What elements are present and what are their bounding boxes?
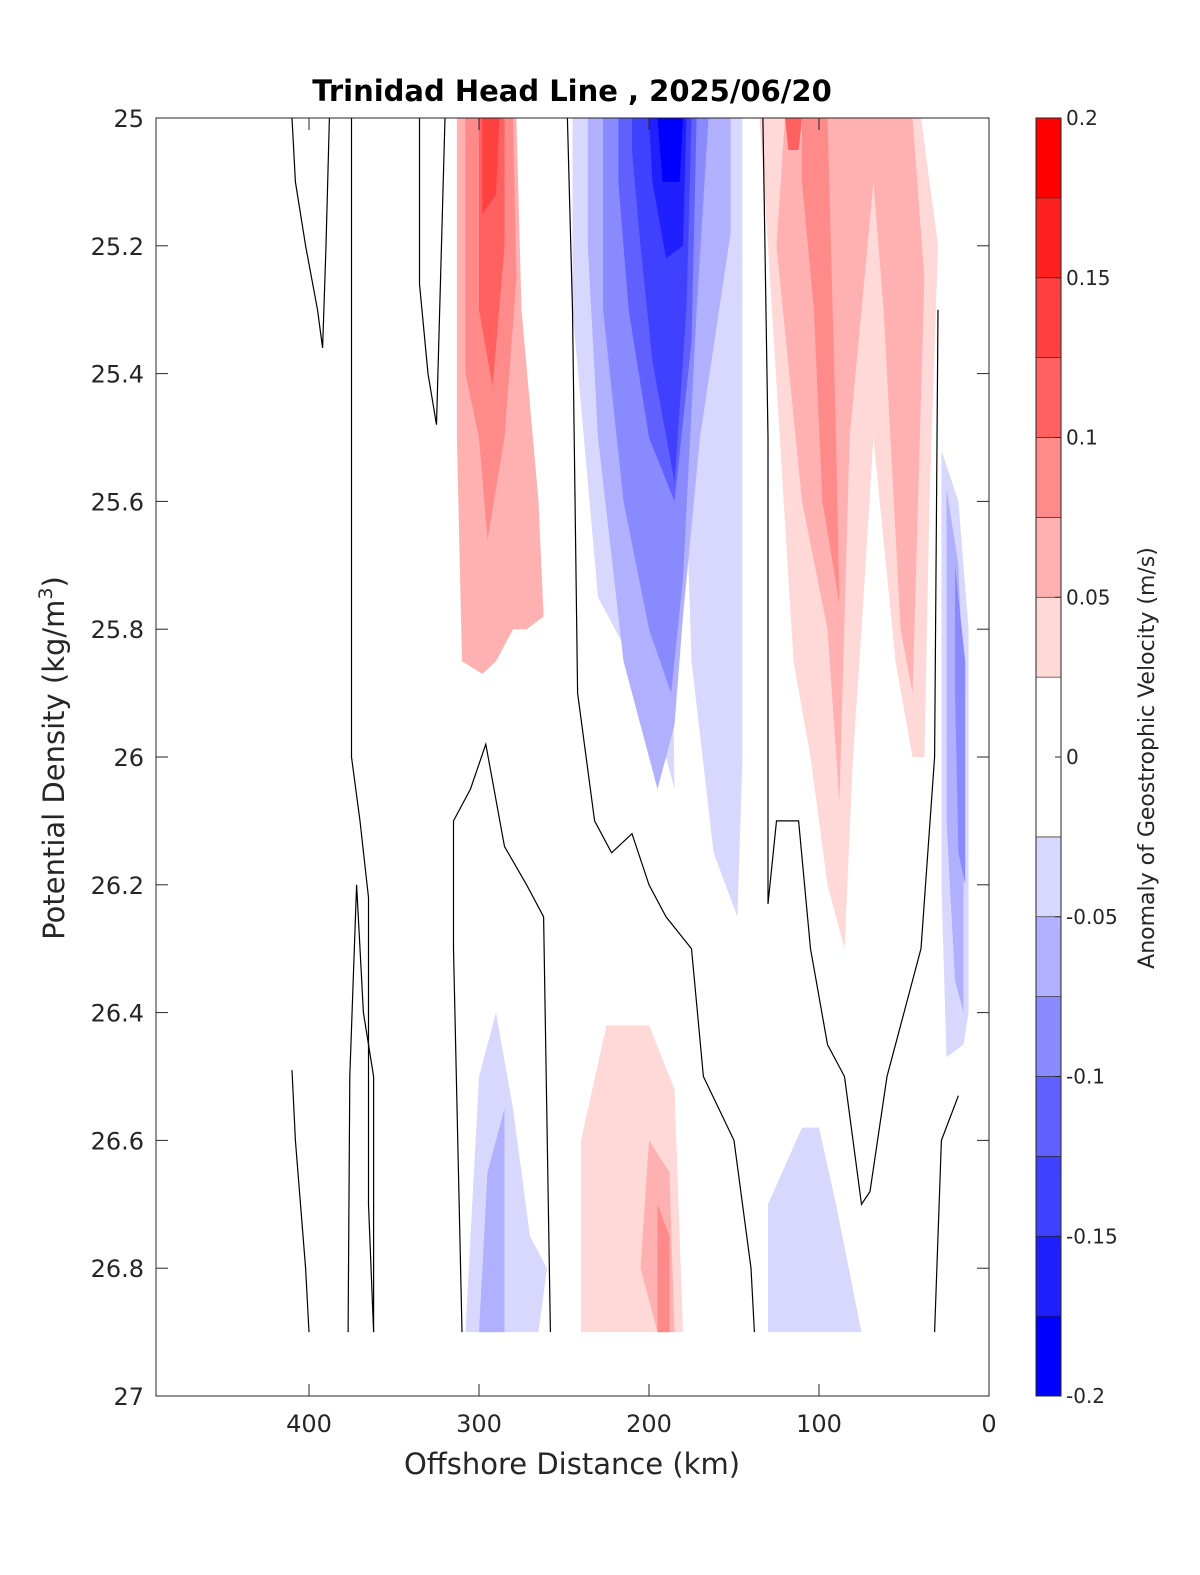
x-tick-label: 100	[796, 1410, 842, 1438]
colorbar-band-3	[1035, 1076, 1062, 1157]
colorbar-band-5	[1035, 916, 1062, 997]
colorbar-band-12	[1035, 277, 1062, 358]
colorbar-band-9	[1035, 517, 1062, 598]
colorbar-band-10	[1035, 437, 1062, 518]
x-tick-label: 0	[981, 1410, 996, 1438]
colorbar-band-1	[1035, 1235, 1062, 1317]
y-axis-label-close: )	[37, 576, 71, 587]
colorbar-ticks: -0.2 -0.15 -0.1 -0.05 0 0.05 0.1 0.15 0.2	[1055, 106, 1118, 1408]
contour-region-deep-blue-west-19	[479, 1108, 505, 1333]
colorbar-band-14	[1035, 117, 1062, 199]
zero-contour-line-3	[566, 117, 755, 1333]
zero-contour-line-2	[418, 117, 446, 425]
y-tick-label: 26	[113, 744, 144, 772]
colorbar-bands	[1035, 117, 1062, 1397]
contour-region-east-red-14	[785, 118, 802, 150]
y-tick-label: 27	[113, 1383, 144, 1411]
y-axis-label-main: Potential Density (kg/m	[37, 600, 71, 940]
colorbar-tick-label: -0.15	[1066, 1224, 1118, 1248]
zero-contour-line-0	[291, 117, 330, 349]
y-tick-label: 25.6	[91, 488, 144, 516]
zero-contour-line-7	[762, 117, 939, 1206]
zero-contour-line-4	[452, 741, 551, 1333]
x-tick-label: 300	[456, 1410, 502, 1438]
y-tick-label: 25.8	[91, 616, 144, 644]
zero-contour-line-8	[934, 1095, 959, 1333]
y-tick-label: 25.2	[91, 233, 144, 261]
zero-contour-layer	[291, 117, 959, 1333]
contour-region-west-core-red-3	[482, 118, 500, 214]
y-tick-label: 26.2	[91, 872, 144, 900]
colorbar-tick-label: -0.2	[1066, 1384, 1105, 1408]
colorbar-tick-label: 0.05	[1066, 585, 1111, 609]
contour-region-deep-red-mid-22	[657, 1204, 670, 1333]
plot-area: 400 300 200 100 0 25 25.2 25.4 25.6 25.8 26 26.2 26…	[91, 105, 997, 1438]
chart-title: Trinidad Head Line , 2025/06/20	[312, 74, 832, 108]
contour-fill-layer	[456, 118, 969, 1333]
x-axis-label: Offshore Distance (km)	[404, 1447, 740, 1481]
y-axis-label: Potential Density (kg/m3)	[35, 576, 71, 940]
colorbar-band-8	[1035, 596, 1062, 678]
x-tick-label: 200	[626, 1410, 672, 1438]
colorbar-label: Anomaly of Geostrophic Velocity (m/s)	[1135, 547, 1160, 969]
colorbar-band-4	[1035, 996, 1062, 1077]
contour-region-mid-blue-10	[657, 118, 683, 182]
contour-region-deep-blue-east-23	[768, 1127, 862, 1333]
zero-contour-line-6	[347, 884, 375, 1333]
colorbar-band-0	[1035, 1315, 1062, 1397]
colorbar-tick-label: -0.1	[1066, 1065, 1105, 1089]
colorbar-tick-label: 0.15	[1066, 266, 1111, 290]
y-tick-label: 25	[113, 105, 144, 133]
y-tick-label: 26.4	[91, 1000, 144, 1028]
contour-region-east-red-13	[802, 118, 840, 604]
x-tick-label: 400	[286, 1410, 332, 1438]
y-tick-label: 25.4	[91, 361, 144, 389]
colorbar-tick-label: 0.1	[1066, 426, 1098, 450]
colorbar-band-11	[1035, 357, 1062, 438]
colorbar-band-6	[1035, 836, 1062, 918]
colorbar-band-2	[1035, 1156, 1062, 1237]
colorbar-tick-label: 0.2	[1066, 106, 1098, 130]
zero-contour-line-5	[291, 1070, 310, 1333]
y-axis-label-superscript: 3	[35, 587, 57, 599]
y-tick-label: 26.6	[91, 1127, 144, 1155]
colorbar: -0.2 -0.15 -0.1 -0.05 0 0.05 0.1 0.15 0.2 Anomal…	[1035, 106, 1160, 1408]
x-axis: 400 300 200 100 0	[286, 118, 997, 1438]
contour-region-coast-blue-17	[955, 565, 966, 885]
colorbar-band-13	[1035, 197, 1062, 279]
y-tick-label: 26.8	[91, 1255, 144, 1283]
zero-contour-line-1	[350, 118, 375, 1333]
y-axis: 25 25.2 25.4 25.6 25.8 26 26.2 26.4 26.6 26.8 27	[91, 105, 989, 1411]
colorbar-tick-label: -0.05	[1066, 905, 1118, 929]
colorbar-tick-label: 0	[1066, 745, 1079, 769]
